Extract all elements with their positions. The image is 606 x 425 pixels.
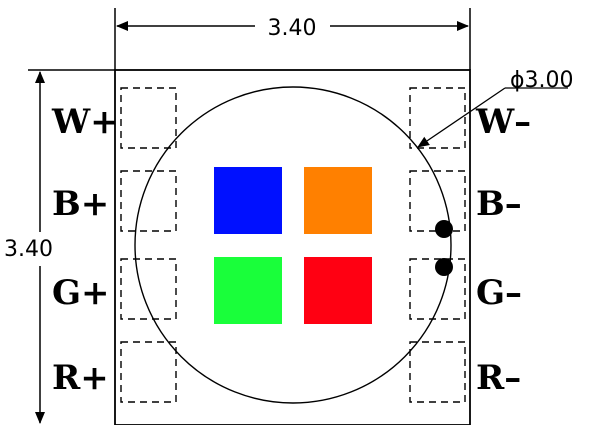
pad-right-w xyxy=(409,87,466,149)
pad-left-w xyxy=(120,87,177,149)
diameter-label: ϕ3.00 xyxy=(510,68,574,93)
blue-led-die xyxy=(214,167,282,234)
polarity-marker-dot-upper xyxy=(435,220,453,238)
pad-right-r xyxy=(409,341,466,403)
orange-led-die xyxy=(304,167,372,234)
pad-right-b xyxy=(409,170,466,232)
pin-label-r-plus: R+ xyxy=(52,358,109,398)
width-label: 3.40 xyxy=(268,16,317,41)
pin-label-b-minus: B– xyxy=(476,184,522,224)
pin-label-w-minus: W– xyxy=(475,102,531,142)
pin-label-g-plus: G+ xyxy=(52,273,110,313)
height-label: 3.40 xyxy=(4,237,53,262)
pad-left-b xyxy=(120,170,177,232)
polarity-marker-dot-lower xyxy=(435,258,453,276)
pad-right-g xyxy=(409,258,466,320)
pad-left-r xyxy=(120,341,177,403)
red-led-die xyxy=(304,257,372,324)
pin-label-b-plus: B+ xyxy=(52,184,109,224)
diameter-leader xyxy=(417,87,506,148)
lens-circle xyxy=(134,86,452,404)
green-led-die xyxy=(214,257,282,324)
pin-label-r-minus: R– xyxy=(476,358,521,398)
package-outline xyxy=(114,69,471,425)
pin-label-w-plus: W+ xyxy=(51,102,119,142)
pad-left-g xyxy=(120,258,177,320)
pin-label-g-minus: G– xyxy=(476,273,522,313)
